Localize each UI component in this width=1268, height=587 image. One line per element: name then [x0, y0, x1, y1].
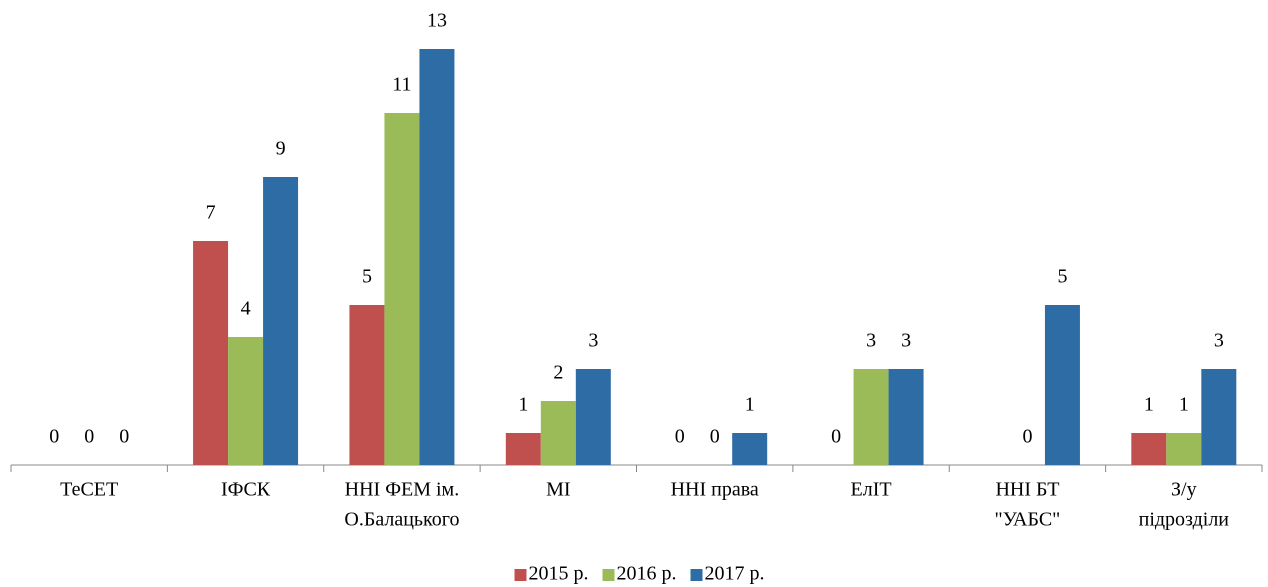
x-tick-label: ТеСЕТ — [60, 479, 118, 501]
bar — [1131, 433, 1167, 465]
data-label: 3 — [588, 330, 598, 352]
data-label: 0 — [119, 426, 129, 448]
bar — [1044, 305, 1080, 465]
data-label: 2 — [553, 362, 563, 384]
bar — [228, 337, 264, 465]
data-label: 3 — [866, 330, 876, 352]
legend-label: 2017 р. — [705, 563, 765, 585]
bar — [540, 401, 576, 465]
x-tick-label: МІ — [546, 479, 570, 501]
legend-swatch — [514, 569, 527, 581]
data-label: 1 — [518, 394, 528, 416]
x-tick-label: підрозділи — [1139, 509, 1230, 531]
bar — [419, 49, 455, 465]
bar — [853, 369, 889, 465]
data-label: 13 — [427, 10, 447, 32]
data-label: 3 — [1214, 330, 1224, 352]
bar — [1201, 369, 1237, 465]
data-label: 11 — [392, 74, 411, 96]
x-tick-label: "УАБС" — [995, 509, 1061, 531]
data-label: 5 — [362, 266, 372, 288]
data-label: 0 — [675, 426, 685, 448]
bar — [1166, 433, 1202, 465]
bar — [384, 113, 420, 465]
x-tick-label: О.Балацького — [344, 509, 459, 531]
data-label: 7 — [206, 202, 216, 224]
legend-swatch — [690, 569, 703, 581]
data-label: 5 — [1057, 266, 1067, 288]
data-label: 9 — [276, 138, 286, 160]
data-label: 0 — [710, 426, 720, 448]
x-tick-label: ННІ БТ — [995, 479, 1059, 501]
bar — [263, 177, 299, 465]
bar — [193, 241, 229, 465]
x-tick-label: ЕлІТ — [851, 479, 892, 501]
data-label: 0 — [84, 426, 94, 448]
bar — [575, 369, 611, 465]
x-tick-label: ННІ ФЕМ ім. — [345, 479, 460, 501]
legend-label: 2016 р. — [617, 563, 677, 585]
data-label: 3 — [901, 330, 911, 352]
x-tick-label: ІФСК — [221, 479, 271, 501]
bar — [888, 369, 924, 465]
x-tick-label: ННІ права — [671, 479, 759, 501]
legend-label: 2015 р. — [529, 563, 589, 585]
data-label: 1 — [1144, 394, 1154, 416]
bar — [732, 433, 768, 465]
data-label: 1 — [1179, 394, 1189, 416]
x-tick-label: З/у — [1171, 479, 1197, 501]
data-label: 1 — [745, 394, 755, 416]
data-label: 0 — [1022, 426, 1032, 448]
data-label: 4 — [241, 298, 251, 320]
data-label: 0 — [49, 426, 59, 448]
legend-swatch — [602, 569, 615, 581]
bar — [505, 433, 541, 465]
data-label: 0 — [831, 426, 841, 448]
bar — [349, 305, 385, 465]
